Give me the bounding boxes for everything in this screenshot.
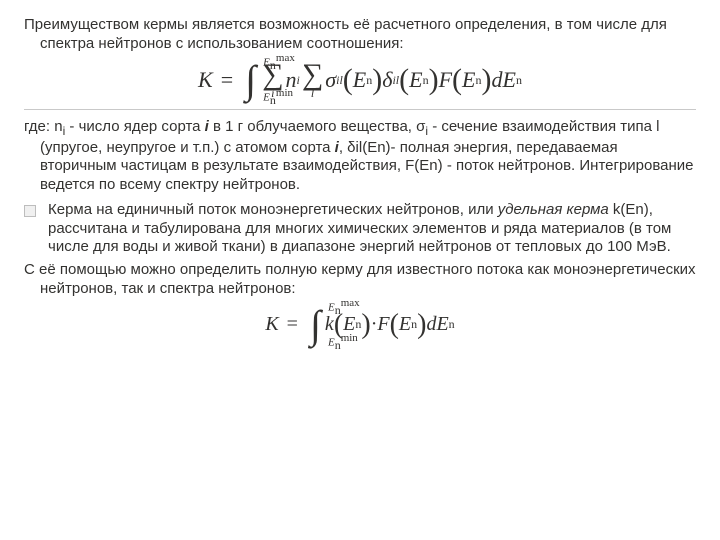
eq2-K: K [265,312,278,337]
where-para: где: ni - число ядер сорта i в 1 г облуч… [24,118,696,195]
eq2-equals: = [287,312,298,337]
eq1-equals: = [221,66,233,94]
bullet-kerma: Керма на единичный поток моноэнергетичес… [24,201,696,257]
eq1-sum-i: ∑ i [262,60,283,101]
eq2-integral: Enmax ∫ Enmin [310,305,321,345]
eq1-sum-l: ∑ l [302,60,323,101]
equation-1: K = Enmax ∫ Enmin ∑ i ni ∑ l σil (En) δi… [24,60,696,101]
divider [24,109,696,110]
closing-para: С её помощью можно определить полную кер… [24,261,696,299]
eq1-K: K [198,66,213,94]
bullet-text: Керма на единичный поток моноэнергетичес… [48,201,696,257]
equation-2: K = Enmax ∫ Enmin k (En) · F (En) dEn [24,305,696,345]
bullet-icon [24,205,36,217]
eq1-integral: Enmax ∫ Enmin [245,60,256,100]
intro-para: Преимуществом кермы является возможность… [24,16,696,54]
